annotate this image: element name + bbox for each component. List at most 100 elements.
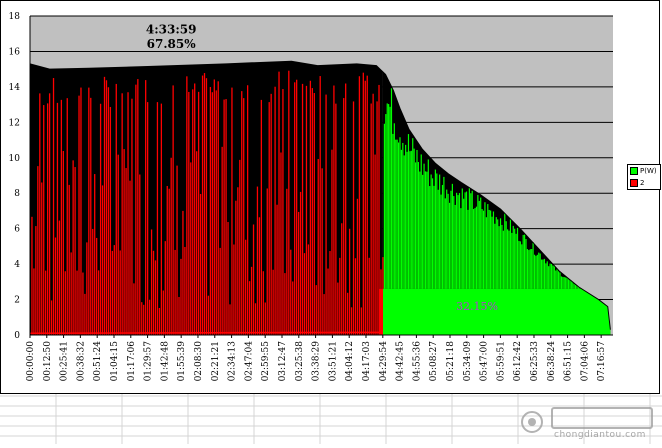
series-p-w-bar xyxy=(443,176,445,289)
series-2-bar xyxy=(258,217,261,335)
chart-area[interactable]: 0 2 4 6 8 10 12 14 16 18 00:00:00 00:12:50 00:25:41 0… xyxy=(0,0,661,394)
series-p-w-bar xyxy=(470,193,472,289)
y-tick-label: 14 xyxy=(9,83,21,93)
series-2-bar xyxy=(254,303,257,335)
series-p-w-bar xyxy=(474,207,476,289)
x-tick-label: 03:25:38 xyxy=(295,341,305,382)
series-2-bar xyxy=(276,204,278,335)
series-p-w-bar xyxy=(464,192,466,289)
watermark-text: chongdiantou.com xyxy=(554,430,646,440)
series-p-w-bar xyxy=(396,139,398,289)
series-2-bar xyxy=(286,188,288,335)
watermark-icon xyxy=(521,407,653,433)
series-p-w-bar xyxy=(480,197,482,289)
series-p-w-bar xyxy=(444,198,446,289)
legend-swatch-2 xyxy=(630,179,638,187)
series-2-bar xyxy=(192,89,194,335)
y-tick-label: 8 xyxy=(14,189,20,199)
series-p-w-bar xyxy=(550,263,553,289)
series-2-bar xyxy=(346,292,349,335)
series-2-bar xyxy=(45,270,47,335)
series-2-bar xyxy=(315,285,317,335)
series-2-bar xyxy=(282,89,284,336)
series-2-bar xyxy=(296,79,298,336)
series-p-w-bar xyxy=(402,142,404,289)
series-p-w-bar xyxy=(546,261,548,289)
series-p-w-bar xyxy=(400,149,403,289)
series-2-bar xyxy=(331,149,333,335)
series-p-w-bar xyxy=(409,151,411,289)
series-2-bar xyxy=(92,228,94,335)
series-p-w-bar xyxy=(475,206,478,289)
series-2-bar xyxy=(280,152,282,335)
series-2-bar xyxy=(250,266,253,335)
series-2-bar xyxy=(60,99,63,335)
series-p-w-bar xyxy=(414,162,417,289)
series-2-bar xyxy=(160,103,163,335)
series-2-bar xyxy=(288,70,290,336)
series-p-w-bar xyxy=(395,139,397,289)
series-2-bar xyxy=(84,293,86,335)
series-2-bar xyxy=(231,87,233,336)
series-2-bar xyxy=(245,239,247,335)
series-2-bar xyxy=(111,250,113,335)
x-tick-label: 06:38:24 xyxy=(547,341,557,382)
series-2-bar xyxy=(121,93,123,336)
chart-legend: P(W) 2 xyxy=(627,164,661,190)
x-tick-label: 06:51:15 xyxy=(564,341,574,382)
series-p-w-bar xyxy=(521,244,523,289)
x-tick-label: 01:04:15 xyxy=(110,341,120,382)
series-p-w-bar xyxy=(511,232,513,289)
series-2-bar xyxy=(33,268,35,335)
series-2-bar xyxy=(139,174,141,335)
y-tick-label: 10 xyxy=(9,154,21,164)
series-2-bar xyxy=(156,102,159,335)
series-p-w-bar xyxy=(439,174,441,289)
x-tick-label: 02:47:04 xyxy=(244,341,254,382)
series-p-w-bar xyxy=(519,241,521,289)
y-tick-label: 0 xyxy=(14,331,20,341)
y-tick-label: 16 xyxy=(9,47,21,57)
series-2-bar xyxy=(54,237,57,335)
series-2-bar xyxy=(103,76,106,335)
series-2-bar xyxy=(168,188,170,335)
series-p-w-line xyxy=(29,60,611,330)
series-2-bar xyxy=(284,273,286,335)
x-tick-label: 06:25:33 xyxy=(530,341,540,382)
x-tick-label: 03:38:29 xyxy=(312,341,322,382)
series-p-w-bar xyxy=(471,190,473,289)
series-2-bar xyxy=(335,103,337,335)
series-2-bar xyxy=(115,83,117,335)
series-2-bar xyxy=(164,241,166,335)
x-tick-label: 01:42:48 xyxy=(160,341,170,382)
series-2-bar xyxy=(70,252,72,335)
series-2-bar xyxy=(266,188,268,335)
series-2-step xyxy=(378,288,383,335)
series-p-w-bar xyxy=(451,183,453,289)
series-2-bar xyxy=(190,162,192,335)
series-p-w-bar xyxy=(454,204,456,289)
series-p-w-bar xyxy=(522,234,524,289)
series-2-bar xyxy=(364,80,366,335)
series-2-bar xyxy=(186,76,188,335)
series-p-w-bar xyxy=(487,204,489,289)
x-tick-label: 00:25:41 xyxy=(60,341,70,381)
series-p-w-bar xyxy=(501,224,503,289)
series-p-w-bar xyxy=(407,134,410,289)
series-2-bar xyxy=(146,102,149,335)
series-p-w-bar xyxy=(485,217,487,289)
series-p-w-bar xyxy=(538,252,540,289)
series-p-w-bar xyxy=(434,169,436,289)
series-2-bar xyxy=(329,251,331,335)
series-2-bar xyxy=(125,168,127,335)
series-2-bar xyxy=(209,86,212,335)
x-tick-label: 04:17:03 xyxy=(362,341,372,382)
series-p-w-bar xyxy=(495,217,497,289)
series-p-w-bar xyxy=(383,123,386,289)
x-tick-label: 02:21:21 xyxy=(211,341,221,381)
series-p-w-bar xyxy=(499,218,502,289)
series-2-bar xyxy=(292,281,294,335)
series-p-w-bar xyxy=(569,279,571,289)
series-p-w-bar xyxy=(450,190,452,289)
